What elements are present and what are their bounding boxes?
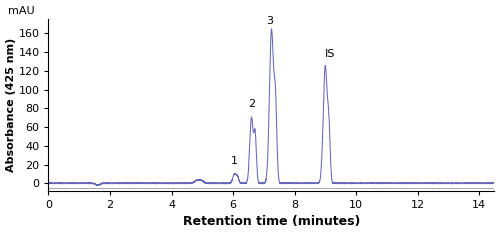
- X-axis label: Retention time (minutes): Retention time (minutes): [183, 216, 360, 228]
- Y-axis label: Absorbance (425 nm): Absorbance (425 nm): [6, 38, 16, 172]
- Text: 1: 1: [231, 156, 238, 165]
- Text: 2: 2: [248, 99, 256, 109]
- Text: IS: IS: [324, 49, 335, 58]
- Text: 3: 3: [266, 16, 274, 26]
- Text: mAU: mAU: [8, 6, 35, 16]
